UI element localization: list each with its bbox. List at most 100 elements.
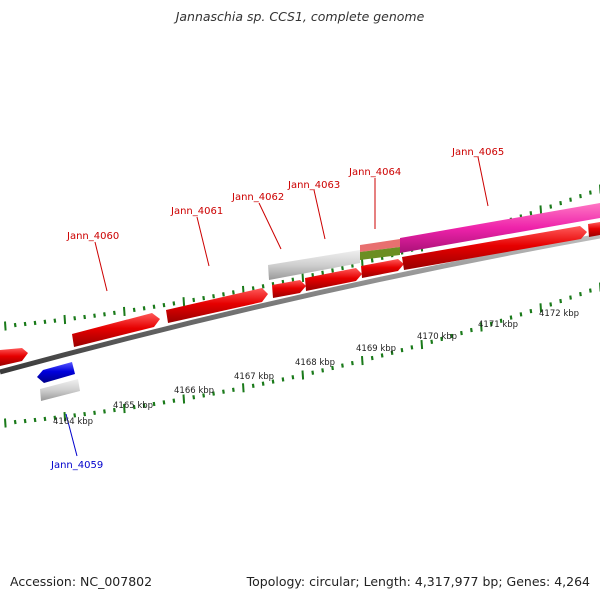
genome-backbone	[0, 233, 600, 375]
minor-tick	[53, 415, 57, 420]
minor-tick	[331, 268, 334, 273]
minor-tick	[23, 418, 27, 424]
minor-tick	[73, 413, 77, 418]
gene-labels: Jann_4060 Jann_4061 Jann_4062 Jann_4063 …	[50, 147, 504, 471]
minor-tick	[469, 327, 473, 333]
minor-tick	[370, 355, 374, 361]
minor-tick	[212, 391, 215, 396]
minor-tick	[43, 319, 47, 325]
minor-tick	[321, 368, 325, 373]
gene-jann-4061[interactable]	[166, 288, 268, 323]
major-tick	[123, 404, 126, 414]
gene-jann-4064[interactable]	[361, 259, 404, 278]
gene-partial-right[interactable]	[588, 222, 600, 237]
minor-tick	[370, 258, 374, 263]
kbp-label: 4167 kbp	[234, 372, 274, 382]
minor-tick	[13, 419, 17, 425]
minor-tick	[271, 379, 275, 384]
minor-tick	[142, 306, 146, 311]
gene-other-3[interactable]	[360, 247, 400, 260]
minor-tick	[152, 401, 156, 407]
minor-tick	[162, 400, 166, 405]
gene-jann-4065[interactable]	[402, 226, 587, 270]
minor-tick	[112, 310, 116, 316]
gene-highlight[interactable]	[400, 203, 600, 253]
map-title: Jannaschia sp. CCS1, complete genome	[175, 9, 425, 24]
gene-label-4065[interactable]: Jann_4065	[451, 147, 504, 158]
major-tick	[301, 370, 305, 380]
minor-tick	[162, 302, 166, 308]
kbp-label: 4168 kbp	[295, 358, 335, 368]
minor-tick	[43, 416, 47, 422]
kbp-label: 4172 kbp	[539, 309, 579, 319]
minor-tick	[291, 277, 295, 282]
major-tick	[4, 418, 7, 428]
callout-line-4063	[313, 189, 326, 240]
gene-jann-4059[interactable]	[37, 362, 75, 383]
gene-label-4059[interactable]: Jann_4059	[50, 460, 103, 471]
gene-other-4[interactable]	[40, 379, 80, 401]
minor-tick	[529, 211, 533, 216]
minor-tick	[83, 411, 87, 417]
minor-tick	[132, 307, 136, 313]
kbp-label: 4164 kbp	[53, 417, 93, 427]
minor-tick	[569, 197, 572, 202]
gene-partial-left[interactable]	[0, 348, 28, 366]
gene-label-4063[interactable]: Jann_4063	[287, 180, 340, 191]
minor-tick	[103, 312, 106, 317]
minor-tick	[261, 381, 265, 386]
minor-tick	[440, 336, 444, 342]
minor-tick	[231, 290, 235, 295]
minor-tick	[350, 360, 354, 366]
minor-tick	[291, 375, 295, 380]
kbp-scale-labels: 4164 kbp 4165 kbp 4166 kbp 4167 kbp 4168…	[53, 309, 579, 427]
major-tick	[63, 314, 67, 325]
gene-jann-4062[interactable]	[272, 280, 306, 298]
major-tick	[480, 322, 483, 332]
accession-text: Accession: NC_007802	[10, 574, 153, 589]
minor-tick	[559, 298, 563, 304]
inner-tick-track	[4, 282, 600, 428]
callout-line-4062	[258, 202, 282, 250]
gene-label-4064[interactable]: Jann_4064	[348, 167, 401, 178]
minor-tick	[579, 291, 582, 297]
minor-tick	[222, 389, 225, 394]
gene-label-4061[interactable]: Jann_4061	[170, 206, 223, 217]
gene-label-4062[interactable]: Jann_4062	[231, 192, 284, 203]
gene-other-2[interactable]	[360, 239, 400, 252]
kbp-label: 4170 kbp	[417, 332, 457, 342]
major-tick	[63, 412, 67, 422]
kbp-label: 4166 kbp	[174, 386, 214, 396]
minor-tick	[489, 321, 493, 327]
gene-label-4060[interactable]: Jann_4060	[66, 231, 119, 242]
minor-tick	[231, 387, 235, 392]
major-tick	[182, 394, 186, 404]
gene-other-1[interactable]	[268, 250, 360, 280]
minor-tick	[212, 294, 215, 299]
gene-jann-4060[interactable]	[72, 313, 160, 347]
minor-tick	[103, 409, 106, 414]
minor-tick	[192, 395, 196, 400]
callout-line-4059	[65, 413, 78, 457]
minor-tick	[588, 190, 592, 195]
minor-tick	[251, 383, 255, 388]
major-tick	[539, 303, 543, 313]
minor-tick	[569, 295, 572, 300]
minor-tick	[509, 315, 513, 320]
major-tick	[182, 297, 186, 307]
minor-tick	[460, 330, 463, 336]
minor-tick	[172, 301, 176, 306]
minor-tick	[331, 365, 334, 371]
minor-tick	[529, 308, 533, 314]
gene-jann-4063[interactable]	[305, 268, 362, 291]
genome-summary-text: Topology: circular; Length: 4,317,977 bp…	[246, 574, 590, 589]
major-tick	[361, 356, 364, 366]
minor-tick	[390, 350, 394, 355]
callout-line-4061	[196, 216, 210, 267]
minor-tick	[112, 407, 116, 413]
minor-tick	[430, 339, 434, 344]
minor-tick	[142, 403, 146, 408]
major-tick	[123, 306, 126, 316]
minor-tick	[53, 318, 57, 323]
